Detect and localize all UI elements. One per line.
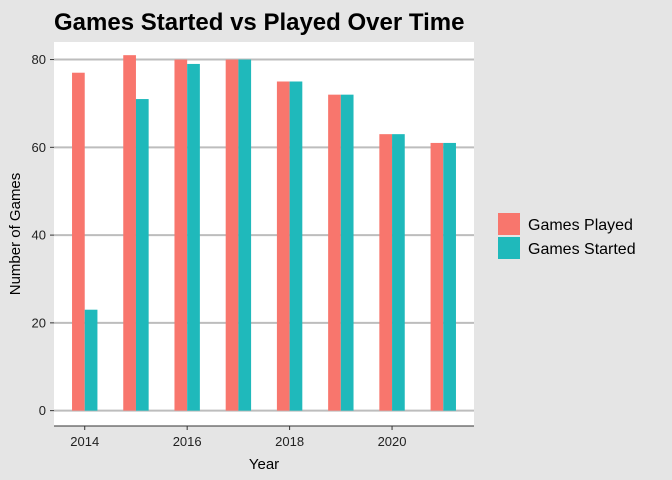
bar-games-started [135,99,149,411]
bar-games-played [123,55,136,411]
bar-games-played [72,72,85,411]
y-tick-label: 60 [32,140,46,155]
y-tick-label: 20 [32,315,46,330]
bars [72,55,456,411]
chart-title: Games Started vs Played Over Time [54,9,464,36]
bar-games-started [289,81,303,411]
bar-games-started [443,142,456,411]
legend-swatch [498,237,520,259]
bar-games-started [84,309,98,411]
bar-games-played [225,59,239,411]
bar-games-played [328,94,341,411]
x-tick-label: 2014 [70,434,99,449]
x-tick-label: 2018 [275,434,304,449]
y-tick-label: 80 [32,52,46,67]
x-tick-label: 2020 [378,434,407,449]
x-axis-label: Year [249,456,279,473]
y-tick-label: 40 [32,228,46,243]
plot-panel [54,42,474,426]
x-tick-label: 2016 [173,434,202,449]
bar-games-started [340,94,354,411]
legend-label: Games Started [528,241,636,258]
bar-games-played [379,134,393,411]
bar-games-played [430,142,444,411]
y-axis-ticks: 0 20 40 60 80 [32,52,54,418]
y-axis-label: Number of Games [7,173,24,296]
bar-games-started [392,134,405,411]
bar-games-started [187,63,200,411]
y-tick-label: 0 [39,403,46,418]
bar-games-started [238,59,252,411]
bar-games-played [276,81,290,411]
x-axis-ticks: 2014 2016 2018 2020 [70,426,407,449]
bar-games-played [174,59,188,411]
legend-label: Games Played [528,217,633,234]
legend: Games Played Games Started [498,213,636,259]
legend-swatch [498,213,520,235]
